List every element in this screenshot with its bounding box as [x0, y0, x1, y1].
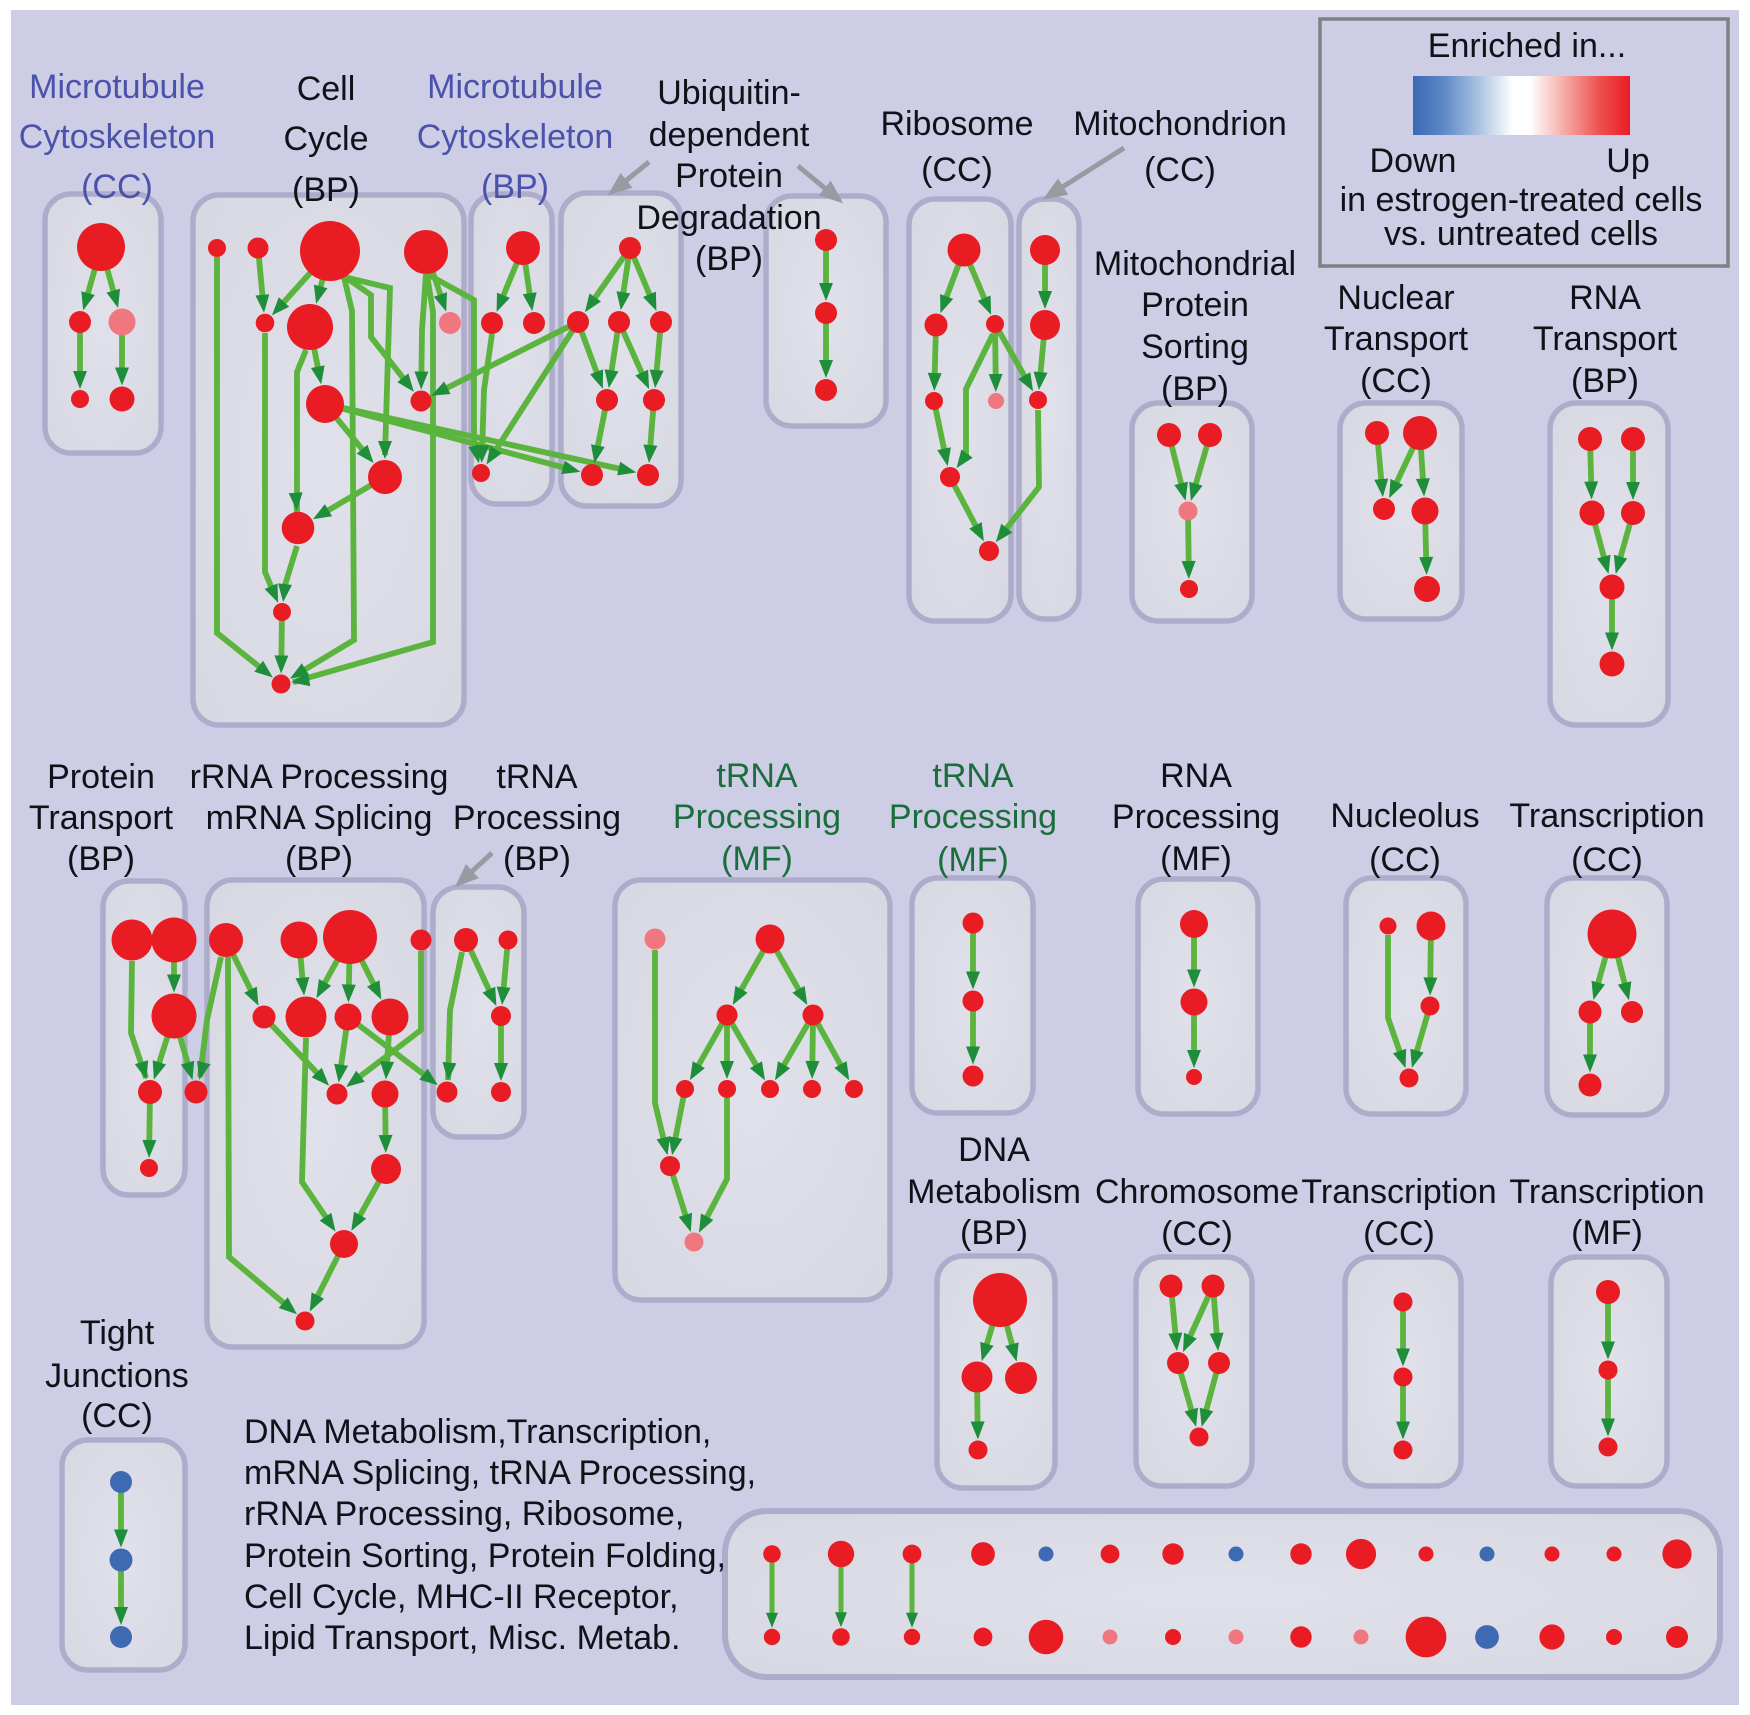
- svg-text:Enriched in...: Enriched in...: [1428, 27, 1626, 65]
- svg-text:Transport: Transport: [1533, 320, 1678, 358]
- svg-text:(CC): (CC): [1360, 362, 1432, 400]
- svg-text:Protein: Protein: [1141, 286, 1249, 324]
- svg-text:(MF): (MF): [1160, 840, 1232, 878]
- svg-text:Ubiquitin-: Ubiquitin-: [657, 74, 801, 112]
- svg-text:Protein Sorting, Protein Foldi: Protein Sorting, Protein Folding,: [244, 1537, 726, 1575]
- svg-text:Down: Down: [1370, 142, 1457, 180]
- svg-text:Mitochondrion: Mitochondrion: [1073, 105, 1287, 143]
- svg-text:Processing: Processing: [673, 798, 841, 836]
- svg-text:mRNA Splicing: mRNA Splicing: [206, 799, 433, 837]
- svg-text:Ribosome: Ribosome: [880, 105, 1033, 143]
- svg-text:RNA: RNA: [1160, 757, 1232, 795]
- svg-text:(BP): (BP): [481, 168, 549, 206]
- svg-text:Cycle: Cycle: [283, 120, 368, 158]
- svg-text:Processing: Processing: [453, 799, 621, 837]
- svg-text:Tight: Tight: [80, 1314, 155, 1352]
- svg-text:Nucleolus: Nucleolus: [1330, 797, 1479, 835]
- svg-text:Metabolism: Metabolism: [907, 1173, 1081, 1211]
- svg-text:(MF): (MF): [937, 841, 1009, 879]
- svg-text:Protein: Protein: [47, 758, 155, 796]
- svg-text:in estrogen-treated cells: in estrogen-treated cells: [1340, 181, 1703, 219]
- svg-text:Transport: Transport: [1324, 320, 1469, 358]
- svg-text:(CC): (CC): [1144, 151, 1216, 189]
- svg-text:Transport: Transport: [29, 799, 174, 837]
- svg-text:Cytoskeleton: Cytoskeleton: [19, 118, 216, 156]
- svg-text:Junctions: Junctions: [45, 1357, 189, 1395]
- svg-text:(CC): (CC): [921, 151, 993, 189]
- svg-text:Processing: Processing: [889, 798, 1057, 836]
- svg-text:(BP): (BP): [503, 840, 571, 878]
- svg-text:(CC): (CC): [1161, 1215, 1233, 1253]
- svg-text:Cell Cycle, MHC-II Receptor,: Cell Cycle, MHC-II Receptor,: [244, 1578, 679, 1616]
- svg-text:Cell: Cell: [297, 70, 356, 108]
- svg-text:(BP): (BP): [695, 240, 763, 278]
- svg-text:(CC): (CC): [81, 1397, 153, 1435]
- svg-text:tRNA: tRNA: [716, 757, 798, 795]
- svg-text:Up: Up: [1606, 142, 1649, 180]
- svg-text:(BP): (BP): [285, 840, 353, 878]
- svg-text:DNA: DNA: [958, 1131, 1030, 1169]
- svg-text:(CC): (CC): [1369, 841, 1441, 879]
- svg-text:mRNA Splicing, tRNA Processing: mRNA Splicing, tRNA Processing,: [244, 1454, 756, 1492]
- svg-text:Degradation: Degradation: [636, 199, 821, 237]
- svg-text:Mitochondrial: Mitochondrial: [1094, 245, 1296, 283]
- svg-text:Transcription: Transcription: [1509, 797, 1704, 835]
- svg-text:(MF): (MF): [1571, 1214, 1643, 1252]
- svg-text:(CC): (CC): [81, 168, 153, 206]
- svg-text:vs. untreated cells: vs. untreated cells: [1384, 215, 1658, 253]
- svg-text:rRNA Processing, Ribosome,: rRNA Processing, Ribosome,: [244, 1495, 684, 1533]
- svg-text:(BP): (BP): [960, 1214, 1028, 1252]
- svg-text:RNA: RNA: [1569, 279, 1641, 317]
- svg-text:Chromosome: Chromosome: [1095, 1173, 1299, 1211]
- svg-text:Microtubule: Microtubule: [29, 68, 205, 106]
- svg-text:Protein: Protein: [675, 157, 783, 195]
- svg-text:(CC): (CC): [1571, 841, 1643, 879]
- svg-text:DNA Metabolism,Transcription,: DNA Metabolism,Transcription,: [244, 1413, 711, 1451]
- svg-text:(BP): (BP): [67, 840, 135, 878]
- svg-text:(BP): (BP): [292, 171, 360, 209]
- svg-text:rRNA Processing: rRNA Processing: [190, 758, 449, 796]
- svg-text:(CC): (CC): [1363, 1215, 1435, 1253]
- svg-text:Processing: Processing: [1112, 798, 1280, 836]
- svg-text:tRNA: tRNA: [496, 758, 578, 796]
- svg-text:(MF): (MF): [721, 840, 793, 878]
- svg-text:Nuclear: Nuclear: [1337, 279, 1454, 317]
- svg-text:Lipid Transport, Misc. Metab.: Lipid Transport, Misc. Metab.: [244, 1619, 681, 1657]
- svg-text:Transcription: Transcription: [1509, 1173, 1704, 1211]
- svg-text:(BP): (BP): [1571, 362, 1639, 400]
- svg-text:Cytoskeleton: Cytoskeleton: [417, 118, 614, 156]
- svg-text:Microtubule: Microtubule: [427, 68, 603, 106]
- svg-text:tRNA: tRNA: [932, 757, 1014, 795]
- svg-text:dependent: dependent: [649, 116, 810, 154]
- svg-text:(BP): (BP): [1161, 370, 1229, 408]
- svg-text:Transcription: Transcription: [1301, 1173, 1496, 1211]
- svg-text:Sorting: Sorting: [1141, 328, 1249, 366]
